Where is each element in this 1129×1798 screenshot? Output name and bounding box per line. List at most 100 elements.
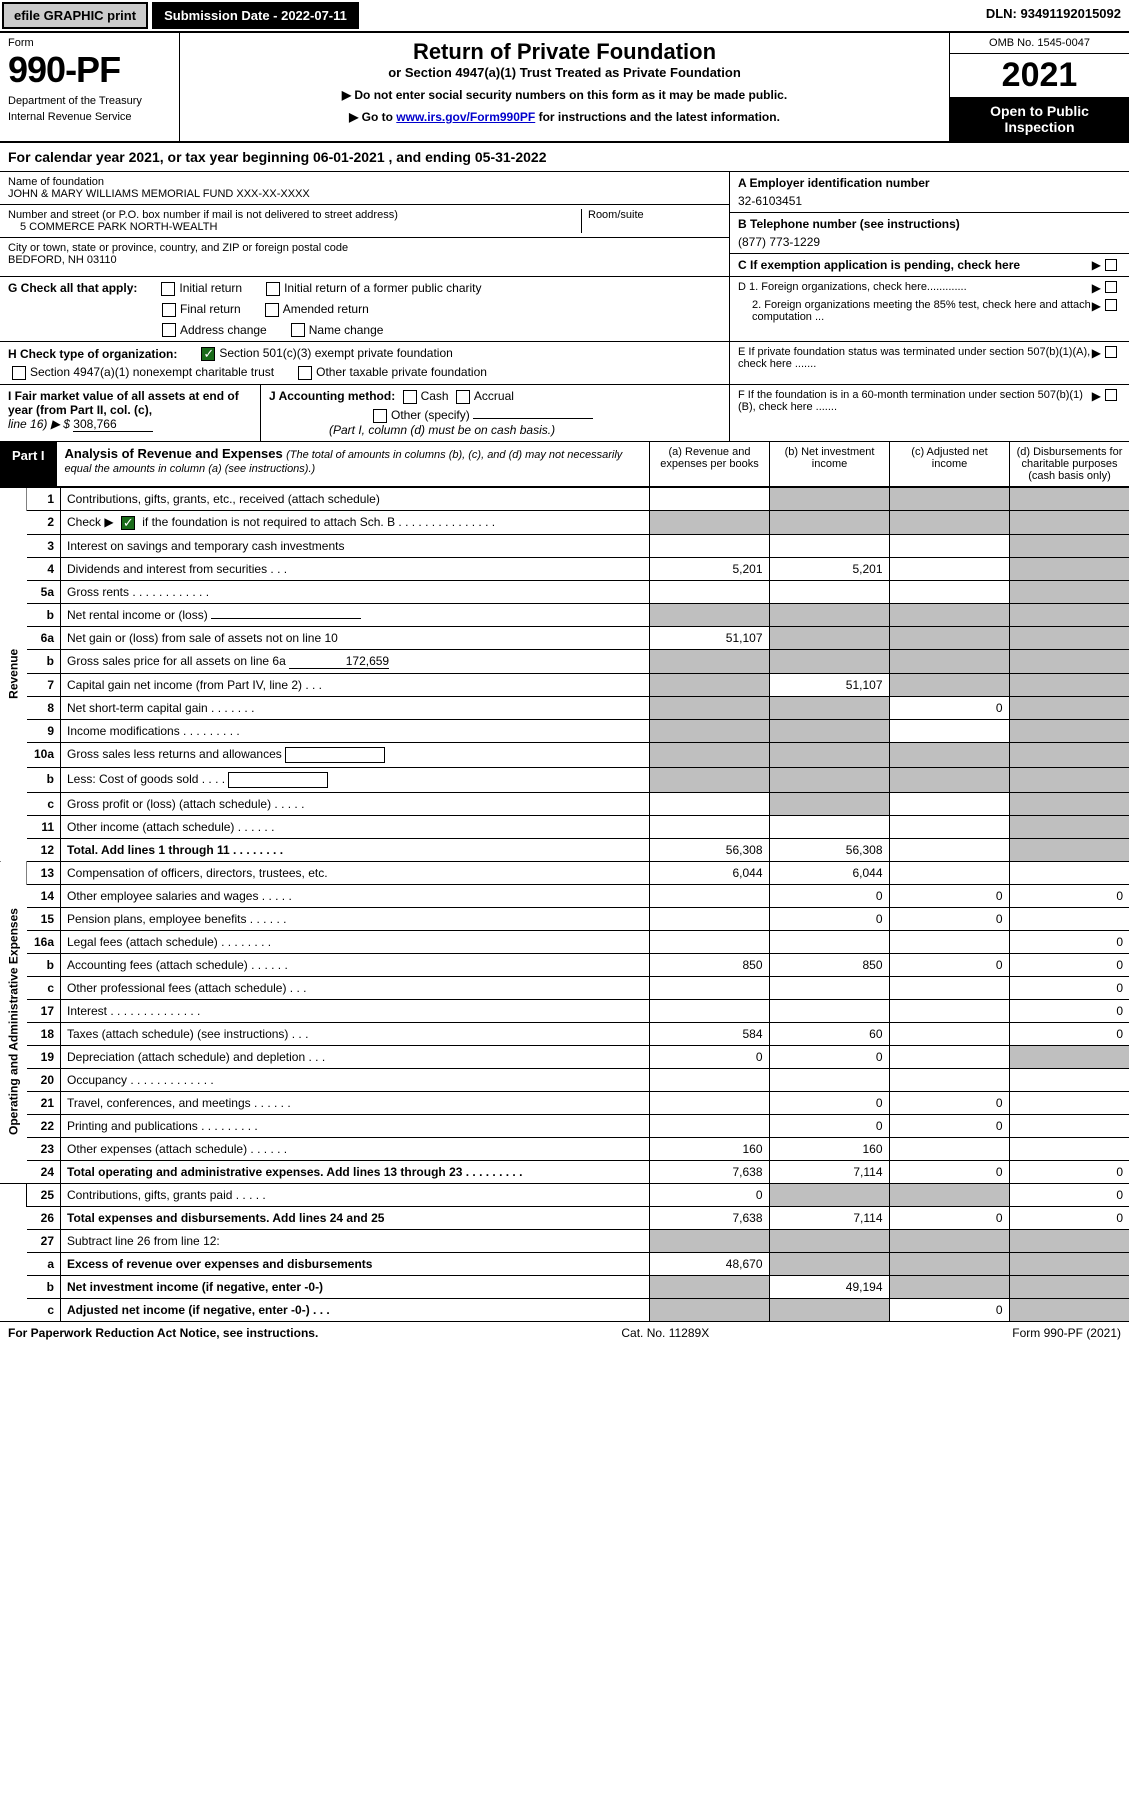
g-initial-checkbox[interactable] bbox=[161, 282, 175, 296]
cell-b: 56,308 bbox=[769, 838, 889, 861]
j-other-checkbox[interactable] bbox=[373, 409, 387, 423]
cell-a: 0 bbox=[649, 1045, 769, 1068]
g-name-change: Name change bbox=[309, 323, 384, 337]
line-desc: Dividends and interest from securities .… bbox=[61, 557, 650, 580]
table-row: 25 Contributions, gifts, grants paid . .… bbox=[0, 1183, 1129, 1206]
line-desc: Gross rents . . . . . . . . . . . . bbox=[61, 580, 650, 603]
r6b-val: 172,659 bbox=[289, 654, 389, 669]
table-row: 15 Pension plans, employee benefits . . … bbox=[0, 907, 1129, 930]
cell-a: 51,107 bbox=[649, 626, 769, 649]
irs-link[interactable]: www.irs.gov/Form990PF bbox=[396, 110, 535, 124]
cell-a: 584 bbox=[649, 1022, 769, 1045]
identity-block: Name of foundation JOHN & MARY WILLIAMS … bbox=[0, 172, 1129, 277]
j-cash: Cash bbox=[421, 389, 449, 403]
line-no: 12 bbox=[27, 838, 61, 861]
arrow-icon: ▶ bbox=[1092, 389, 1101, 403]
footer-left: For Paperwork Reduction Act Notice, see … bbox=[8, 1326, 318, 1340]
cell-c: 0 bbox=[889, 907, 1009, 930]
table-row: 12 Total. Add lines 1 through 11 . . . .… bbox=[0, 838, 1129, 861]
h-other-checkbox[interactable] bbox=[298, 366, 312, 380]
line-no: b bbox=[27, 767, 61, 792]
line-no: 24 bbox=[27, 1160, 61, 1183]
expenses-vlabel: Operating and Administrative Expenses bbox=[0, 861, 27, 1183]
table-row: 22 Printing and publications . . . . . .… bbox=[0, 1114, 1129, 1137]
line-no: b bbox=[27, 649, 61, 673]
phone-row: B Telephone number (see instructions) (8… bbox=[730, 213, 1129, 254]
d1-checkbox[interactable] bbox=[1105, 281, 1117, 293]
line-desc: Total. Add lines 1 through 11 . . . . . … bbox=[61, 838, 650, 861]
j-cash-checkbox[interactable] bbox=[403, 390, 417, 404]
table-row: b Less: Cost of goods sold . . . . bbox=[0, 767, 1129, 792]
table-row: 17 Interest . . . . . . . . . . . . . . … bbox=[0, 999, 1129, 1022]
e-checkbox[interactable] bbox=[1105, 346, 1117, 358]
table-row: 3 Interest on savings and temporary cash… bbox=[0, 534, 1129, 557]
h-501c3-checkbox[interactable] bbox=[201, 347, 215, 361]
table-row: b Accounting fees (attach schedule) . . … bbox=[0, 953, 1129, 976]
ein-value: 32-6103451 bbox=[738, 190, 1121, 208]
name-label: Name of foundation bbox=[8, 176, 721, 188]
table-row: 11 Other income (attach schedule) . . . … bbox=[0, 815, 1129, 838]
cell-c: 0 bbox=[889, 1114, 1009, 1137]
line-no: 7 bbox=[27, 673, 61, 696]
c-checkbox[interactable] bbox=[1105, 259, 1117, 271]
section-g-d: G Check all that apply: Initial return I… bbox=[0, 277, 1129, 342]
d2-checkbox[interactable] bbox=[1105, 299, 1117, 311]
line-desc: Net rental income or (loss) bbox=[61, 603, 650, 626]
f-label: F If the foundation is in a 60-month ter… bbox=[738, 389, 1092, 413]
i-label: I Fair market value of all assets at end… bbox=[8, 389, 239, 417]
cal-pre: For calendar year 2021, or tax year begi… bbox=[8, 149, 313, 165]
g-amended-checkbox[interactable] bbox=[265, 303, 279, 317]
page-footer: For Paperwork Reduction Act Notice, see … bbox=[0, 1321, 1129, 1344]
g-initial-former-checkbox[interactable] bbox=[266, 282, 280, 296]
table-row: 20 Occupancy . . . . . . . . . . . . . bbox=[0, 1068, 1129, 1091]
section-i-j-f: I Fair market value of all assets at end… bbox=[0, 385, 1129, 442]
arrow-icon: ▶ bbox=[1092, 346, 1101, 360]
cell-a: 48,670 bbox=[649, 1252, 769, 1275]
g-addr-checkbox[interactable] bbox=[162, 323, 176, 337]
top-bar: efile GRAPHIC print Submission Date - 20… bbox=[0, 0, 1129, 33]
line-no: 8 bbox=[27, 696, 61, 719]
calendar-year-row: For calendar year 2021, or tax year begi… bbox=[0, 143, 1129, 172]
table-row: 6a Net gain or (loss) from sale of asset… bbox=[0, 626, 1129, 649]
table-row: Operating and Administrative Expenses 13… bbox=[0, 861, 1129, 884]
irs-label: Internal Revenue Service bbox=[8, 111, 171, 123]
line-desc: Taxes (attach schedule) (see instruction… bbox=[61, 1022, 650, 1045]
table-row: 18 Taxes (attach schedule) (see instruct… bbox=[0, 1022, 1129, 1045]
g-final-checkbox[interactable] bbox=[162, 303, 176, 317]
line-no: 20 bbox=[27, 1068, 61, 1091]
line-desc: Net gain or (loss) from sale of assets n… bbox=[61, 626, 650, 649]
footer-right: Form 990-PF (2021) bbox=[1012, 1326, 1121, 1340]
table-row: Revenue 1 Contributions, gifts, grants, … bbox=[0, 487, 1129, 510]
efile-print-button[interactable]: efile GRAPHIC print bbox=[2, 2, 148, 29]
g-name-checkbox[interactable] bbox=[291, 323, 305, 337]
city-value: BEDFORD, NH 03110 bbox=[8, 254, 721, 266]
j-accrual: Accrual bbox=[474, 389, 514, 403]
cell-a: 850 bbox=[649, 953, 769, 976]
line-no: 2 bbox=[27, 510, 61, 534]
h-4947-checkbox[interactable] bbox=[12, 366, 26, 380]
d1-label: D 1. Foreign organizations, check here..… bbox=[738, 281, 1092, 293]
line-desc: Other employee salaries and wages . . . … bbox=[61, 884, 650, 907]
exemption-row: C If exemption application is pending, c… bbox=[730, 254, 1129, 276]
cell-b: 6,044 bbox=[769, 861, 889, 884]
line-desc: Subtract line 26 from line 12: bbox=[61, 1229, 650, 1252]
j-accrual-checkbox[interactable] bbox=[456, 390, 470, 404]
cell-a: 6,044 bbox=[649, 861, 769, 884]
header-left: Form 990-PF Department of the Treasury I… bbox=[0, 33, 180, 141]
cell-d: 0 bbox=[1009, 1183, 1129, 1206]
j-other: Other (specify) bbox=[391, 408, 470, 422]
col-c-head: (c) Adjusted net income bbox=[889, 442, 1009, 486]
table-row: a Excess of revenue over expenses and di… bbox=[0, 1252, 1129, 1275]
cal-begin: 06-01-2021 bbox=[313, 149, 385, 165]
line-no: 4 bbox=[27, 557, 61, 580]
line-no: 16a bbox=[27, 930, 61, 953]
col-a-head: (a) Revenue and expenses per books bbox=[649, 442, 769, 486]
addr-label: Number and street (or P.O. box number if… bbox=[8, 209, 581, 221]
f-checkbox[interactable] bbox=[1105, 389, 1117, 401]
table-row: 14 Other employee salaries and wages . .… bbox=[0, 884, 1129, 907]
schb-checkbox[interactable] bbox=[121, 516, 135, 530]
part1-header: Part I Analysis of Revenue and Expenses … bbox=[0, 442, 1129, 487]
g-final: Final return bbox=[180, 302, 241, 316]
cal-end: 05-31-2022 bbox=[475, 149, 547, 165]
cell-a: 7,638 bbox=[649, 1206, 769, 1229]
